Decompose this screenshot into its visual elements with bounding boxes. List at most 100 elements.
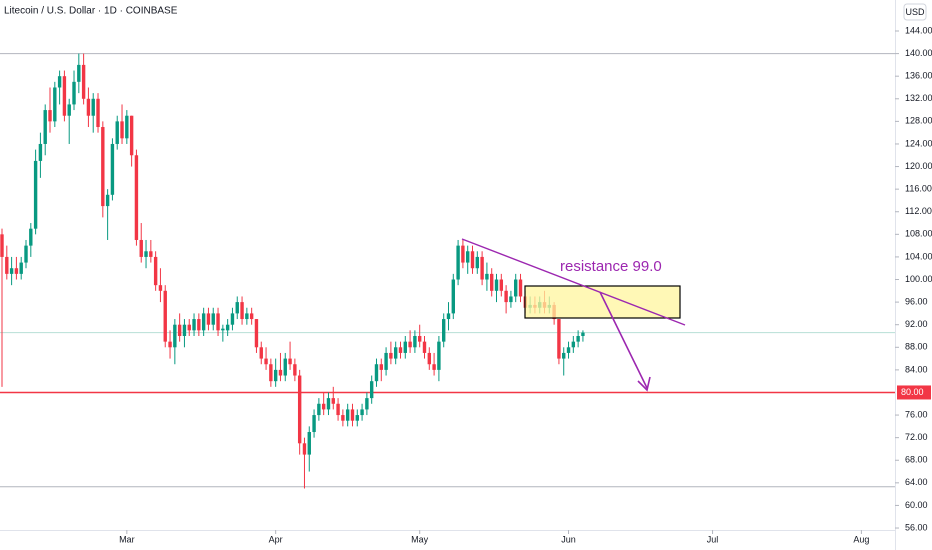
y-tick-label: 144.00 xyxy=(905,25,932,35)
candle-body xyxy=(398,347,403,353)
candle-body xyxy=(355,415,359,421)
y-tick-label: 72.00 xyxy=(905,432,928,442)
candle-body xyxy=(566,347,571,353)
y-tick-label: 64.00 xyxy=(905,477,928,487)
candle-body xyxy=(480,256,484,280)
candle-body xyxy=(57,76,62,88)
candle-body xyxy=(283,358,287,376)
currency-box[interactable] xyxy=(903,3,927,21)
candle-body xyxy=(475,256,480,269)
currency-label: USD xyxy=(905,7,925,17)
candle-body xyxy=(341,415,345,421)
candle-body xyxy=(101,127,105,207)
candle-body xyxy=(331,398,335,404)
candle-body xyxy=(144,251,148,257)
candle-body xyxy=(369,381,374,399)
candle-body xyxy=(14,268,19,274)
candle-body xyxy=(389,352,393,359)
candle-body xyxy=(413,335,417,348)
y-tick-label: 100.00 xyxy=(905,274,932,284)
y-tick-label: 56.00 xyxy=(905,522,928,532)
candle-body xyxy=(393,347,398,359)
candle-body xyxy=(120,121,124,139)
y-tick-label: 132.00 xyxy=(905,93,932,103)
candle-body xyxy=(225,324,230,331)
y-tick-label: 136.00 xyxy=(905,71,932,81)
x-tick-label: Aug xyxy=(853,534,869,544)
candle-body xyxy=(129,115,134,156)
candle-body xyxy=(485,273,489,280)
candle-body xyxy=(504,290,508,303)
candle-body xyxy=(317,403,321,416)
candle-body xyxy=(149,251,153,257)
candle-body xyxy=(422,341,427,353)
candle-body xyxy=(62,76,67,116)
candle-body xyxy=(321,403,326,410)
candle-body xyxy=(105,194,110,207)
candle-body xyxy=(0,234,4,257)
candle-body xyxy=(302,443,307,455)
y-tick-label: 124.00 xyxy=(905,138,932,148)
candle-body xyxy=(562,352,566,359)
candle-body xyxy=(374,364,379,382)
candle-body xyxy=(134,155,139,240)
candle-body xyxy=(173,324,177,348)
price-label-box xyxy=(897,385,931,400)
y-tick-label: 60.00 xyxy=(905,500,928,510)
candle-body xyxy=(417,335,422,342)
candle-body xyxy=(336,403,340,416)
candle-body xyxy=(307,432,311,455)
candle-body xyxy=(451,279,456,314)
candle-body xyxy=(273,369,278,382)
y-tick-label: 120.00 xyxy=(905,161,932,171)
candle-body xyxy=(221,328,225,331)
candle-body xyxy=(43,110,47,144)
candle-body xyxy=(494,279,499,291)
y-tick-label: 140.00 xyxy=(905,48,932,58)
candle-body xyxy=(269,364,273,382)
candle-body xyxy=(96,98,100,128)
candle-body xyxy=(187,324,191,331)
candle-body xyxy=(384,352,388,370)
candle-body xyxy=(168,341,172,348)
candle-body xyxy=(345,409,350,421)
candle-body xyxy=(581,332,585,336)
candle-body xyxy=(182,324,187,336)
annotation-text: resistance 99.0 xyxy=(560,258,662,275)
candle-body xyxy=(514,279,518,297)
candle-body xyxy=(312,415,316,433)
candle-body xyxy=(86,98,91,116)
candle-body xyxy=(240,302,244,320)
candle-body xyxy=(230,313,235,325)
candle-body xyxy=(139,239,143,257)
candle-body xyxy=(461,245,465,263)
candle-body xyxy=(326,398,331,410)
resistance-zone xyxy=(524,285,681,319)
candle-body xyxy=(192,319,196,331)
candle-body xyxy=(201,313,206,331)
candle-body xyxy=(19,262,23,274)
candle-body xyxy=(211,313,215,325)
candle-body xyxy=(441,319,446,342)
y-tick-label: 92.00 xyxy=(905,319,928,329)
candle-body xyxy=(278,369,283,376)
candle-body xyxy=(408,341,412,348)
drawings: resistance 99.0 xyxy=(461,238,686,392)
candle-body xyxy=(365,398,369,410)
candle-body xyxy=(38,143,43,161)
candle-body xyxy=(125,115,129,139)
arrow-head xyxy=(637,376,651,392)
y-tick-label: 112.00 xyxy=(905,206,932,216)
y-tick-label: 104.00 xyxy=(905,251,932,261)
y-tick-label: 116.00 xyxy=(905,184,932,194)
x-tick-label: May xyxy=(411,534,429,544)
candle-body xyxy=(33,160,38,229)
x-tick-label: Jun xyxy=(561,534,576,544)
candle-body xyxy=(288,358,292,365)
candle-body xyxy=(91,98,95,116)
candle-body xyxy=(456,245,460,280)
candle-body xyxy=(576,335,580,342)
candle-body xyxy=(259,347,263,359)
candle-body xyxy=(153,256,158,286)
